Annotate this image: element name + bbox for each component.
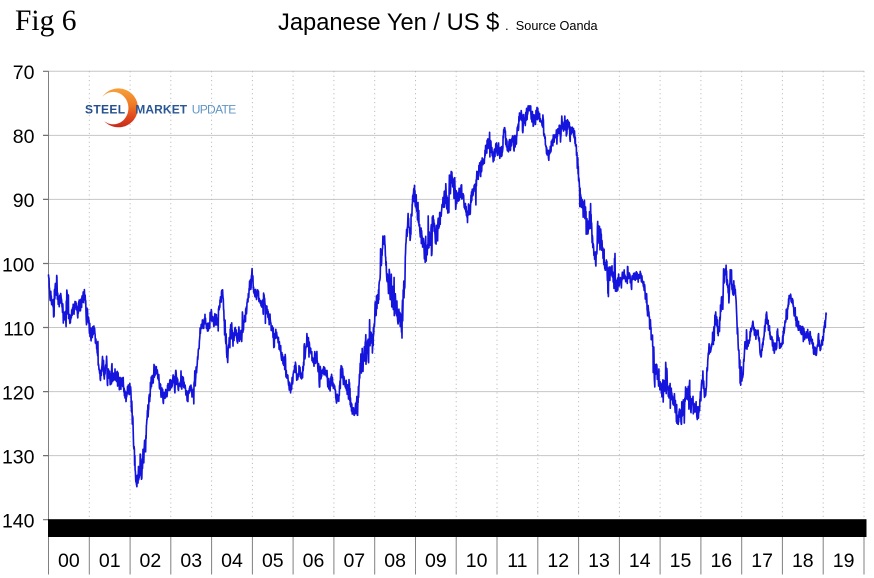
svg-text:.: . — [505, 18, 509, 33]
svg-text:90: 90 — [13, 190, 35, 212]
svg-text:02: 02 — [140, 550, 162, 572]
svg-text:130: 130 — [2, 446, 35, 468]
svg-text:14: 14 — [629, 550, 651, 572]
svg-text:10: 10 — [466, 550, 488, 572]
svg-text:18: 18 — [792, 550, 814, 572]
svg-text:17: 17 — [751, 550, 773, 572]
svg-text:01: 01 — [99, 550, 121, 572]
svg-text:70: 70 — [13, 62, 35, 84]
svg-text:UPDATE: UPDATE — [192, 103, 237, 117]
svg-text:08: 08 — [384, 550, 406, 572]
svg-text:05: 05 — [262, 550, 284, 572]
svg-text:13: 13 — [588, 550, 610, 572]
svg-text:04: 04 — [221, 550, 243, 572]
svg-text:06: 06 — [303, 550, 325, 572]
svg-text:100: 100 — [2, 254, 35, 276]
svg-text:80: 80 — [13, 126, 35, 148]
svg-text:STEEL: STEEL — [85, 103, 125, 117]
svg-text:Japanese Yen / US $: Japanese Yen / US $ — [278, 10, 499, 36]
svg-text:140: 140 — [2, 511, 35, 533]
svg-text:03: 03 — [180, 550, 202, 572]
svg-text:15: 15 — [670, 550, 692, 572]
svg-text:19: 19 — [833, 550, 855, 572]
svg-text:120: 120 — [2, 382, 35, 404]
svg-text:16: 16 — [710, 550, 732, 572]
svg-text:110: 110 — [3, 318, 34, 340]
svg-text:MARKET: MARKET — [135, 103, 187, 117]
svg-text:11: 11 — [507, 550, 527, 572]
svg-text:09: 09 — [425, 550, 447, 572]
svg-text:07: 07 — [343, 550, 365, 572]
svg-text:00: 00 — [58, 550, 80, 572]
svg-text:12: 12 — [547, 550, 569, 572]
svg-text:Source Oanda: Source Oanda — [516, 19, 599, 33]
svg-text:Fig 6: Fig 6 — [15, 5, 76, 37]
